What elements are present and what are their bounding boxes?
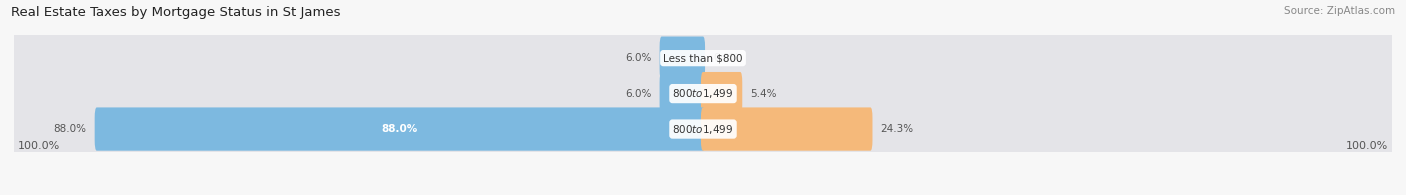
Text: 6.0%: 6.0% bbox=[624, 89, 651, 99]
Text: 6.0%: 6.0% bbox=[624, 53, 651, 63]
Text: Less than $800: Less than $800 bbox=[664, 53, 742, 63]
FancyBboxPatch shape bbox=[659, 72, 704, 115]
Text: Source: ZipAtlas.com: Source: ZipAtlas.com bbox=[1284, 6, 1395, 16]
FancyBboxPatch shape bbox=[13, 86, 1393, 172]
Text: $800 to $1,499: $800 to $1,499 bbox=[672, 122, 734, 136]
FancyBboxPatch shape bbox=[94, 107, 704, 151]
Text: 24.3%: 24.3% bbox=[880, 124, 914, 134]
Text: $800 to $1,499: $800 to $1,499 bbox=[672, 87, 734, 100]
FancyBboxPatch shape bbox=[13, 15, 1393, 101]
FancyBboxPatch shape bbox=[659, 36, 704, 80]
Text: 5.4%: 5.4% bbox=[751, 89, 778, 99]
Text: 100.0%: 100.0% bbox=[17, 141, 59, 151]
Text: 100.0%: 100.0% bbox=[1347, 141, 1389, 151]
Text: Real Estate Taxes by Mortgage Status in St James: Real Estate Taxes by Mortgage Status in … bbox=[11, 6, 340, 19]
FancyBboxPatch shape bbox=[13, 50, 1393, 137]
Text: 0.0%: 0.0% bbox=[713, 53, 740, 63]
Text: 88.0%: 88.0% bbox=[382, 124, 418, 134]
FancyBboxPatch shape bbox=[702, 107, 873, 151]
FancyBboxPatch shape bbox=[702, 72, 742, 115]
Text: 88.0%: 88.0% bbox=[53, 124, 86, 134]
